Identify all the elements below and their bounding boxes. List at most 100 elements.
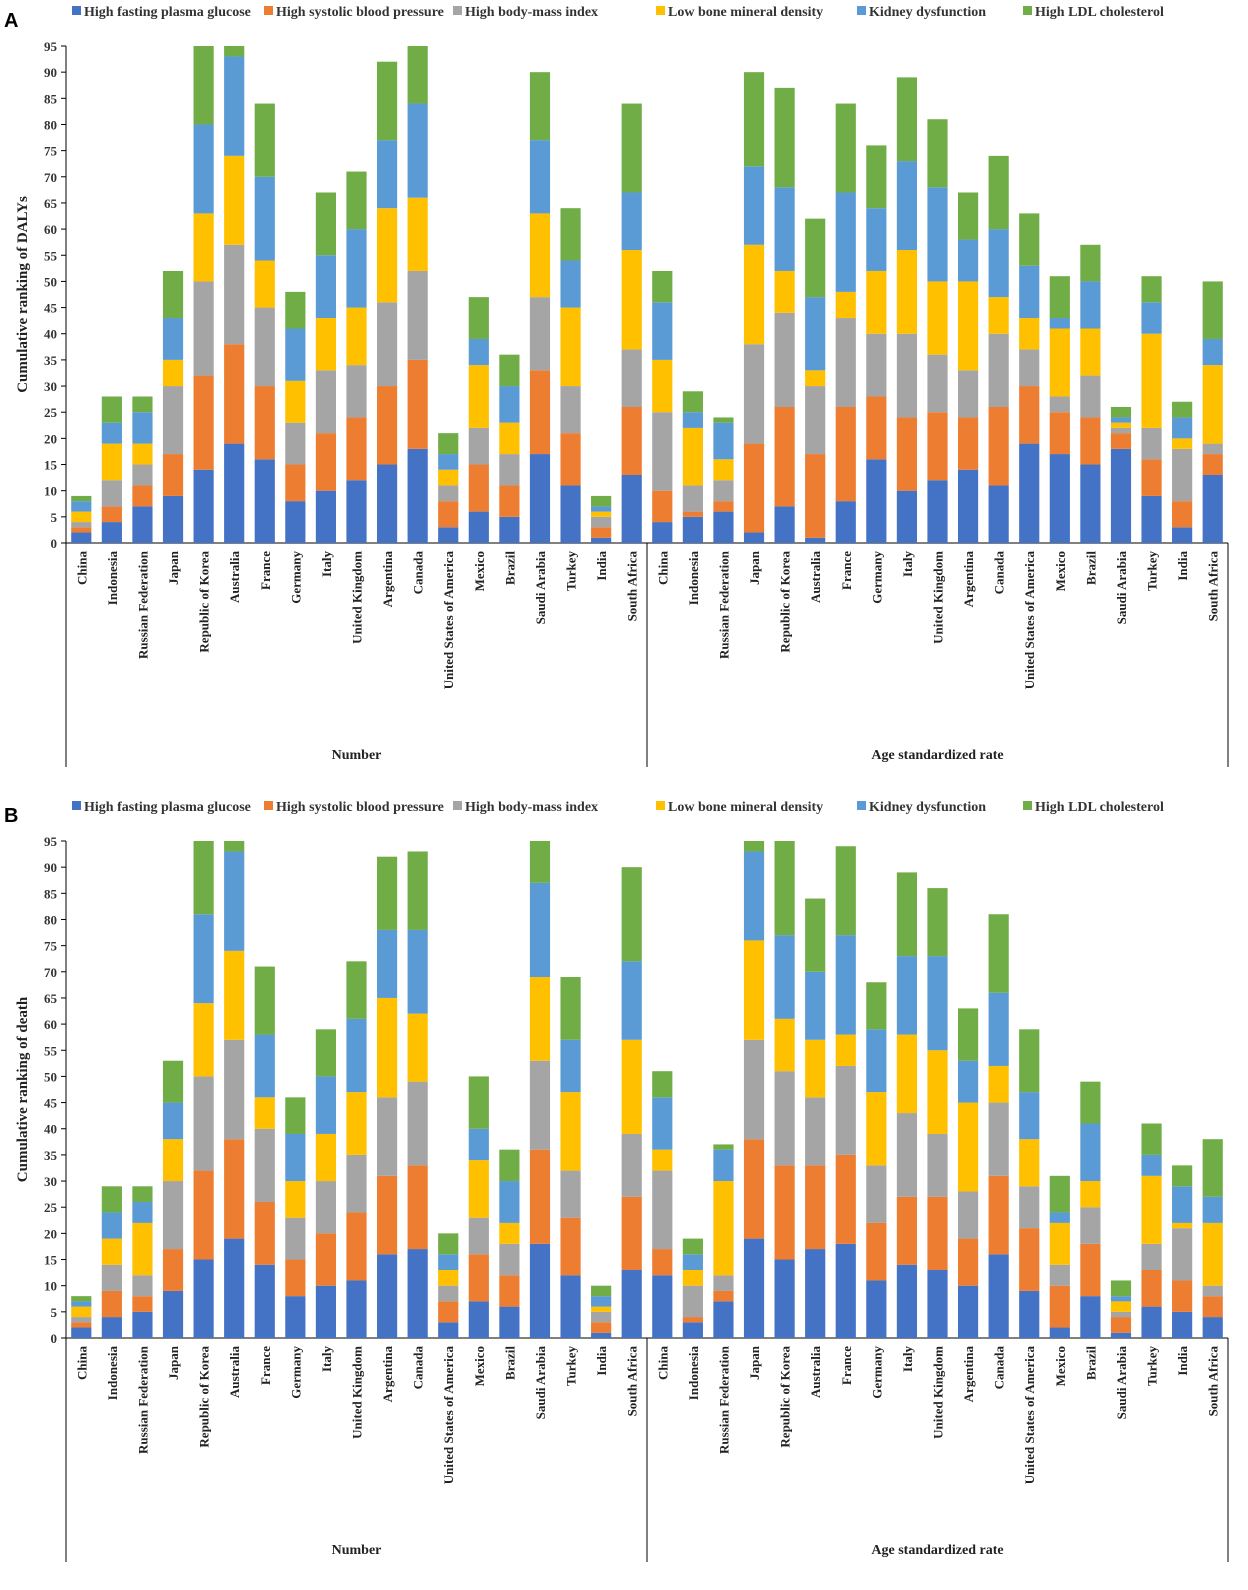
category-label: Brazil [1083,1346,1098,1380]
bar-segment [254,966,275,1035]
bar-segment [652,1097,673,1150]
category-label: Saudi Arabia [533,551,548,625]
category-label: India [594,1346,609,1376]
bar-segment [1080,1243,1101,1297]
bar-segment [835,1034,856,1066]
bar-segment [713,422,734,460]
bar-segment [499,386,520,423]
bar-segment [560,208,581,261]
bar-segment [1202,1296,1223,1318]
bar-segment [1110,422,1132,428]
y-tick-label: 15 [44,458,58,473]
bar-segment [835,846,856,936]
bar-segment [1110,448,1132,543]
bar-segment [499,454,520,486]
bar-segment [1019,1092,1040,1140]
bar-segment [743,166,765,245]
category-label: United States of America [1022,551,1037,690]
bar-segment [805,1039,826,1098]
y-tick-label: 90 [44,860,57,875]
bar-segment [560,977,581,1040]
bar-segment [71,532,92,543]
category-label: China [655,551,670,585]
bar-segment [529,454,551,543]
category-label: Italy [900,1346,915,1373]
category-label: Russian Federation [135,550,150,659]
bar-segment [957,469,979,543]
y-tick-label: 55 [44,1043,58,1058]
bar-segment [438,454,459,470]
bar-segment [162,1249,184,1291]
y-tick-label: 20 [44,1226,57,1241]
bar-segment [988,485,1009,543]
bar-segment [805,218,826,298]
bar-segment [346,307,367,366]
bar-segment [438,485,459,502]
bar-segment [285,1259,306,1297]
bar-segment [713,1301,734,1338]
bar-segment [529,841,551,883]
bar-segment [896,1113,918,1197]
bar-segment [743,1039,765,1140]
bar-segment [896,1196,918,1265]
y-tick-label: 80 [44,912,57,927]
bar-segment [438,1301,459,1323]
bar-segment [1110,406,1132,418]
category-label: Saudi Arabia [1114,1346,1129,1420]
bar-segment [713,1181,734,1276]
bar-segment [1202,1139,1223,1197]
category-label: Mexico [1053,1346,1068,1386]
bar-segment [1141,427,1162,460]
bar-segment [652,412,673,491]
bar-segment [621,1269,642,1338]
category-label: Indonesia [105,1346,120,1401]
bar-segment [407,46,428,104]
bar-segment [224,841,245,852]
y-tick-label: 35 [44,1148,58,1163]
category-label: Canada [992,551,1007,595]
bar-segment [346,1154,367,1213]
category-label: South Africa [1206,1346,1221,1417]
bar-segment [376,1254,398,1338]
bar-segment [866,396,887,460]
bar-segment [499,1306,520,1338]
legend-swatch [453,6,462,15]
bar-segment [682,1322,703,1338]
bar-segment [499,485,520,517]
category-label: Australia [227,1346,242,1399]
bar-segment [805,971,826,1040]
bar-segment [621,867,642,962]
bar-segment [468,511,489,543]
bar-segment [376,140,398,209]
bar-segment [162,270,184,319]
bar-segment [957,1191,979,1239]
group-label: Number [332,1543,382,1558]
bar-segment [1049,1175,1070,1213]
category-label: Republic of Korea [197,1346,212,1448]
y-tick-label: 60 [44,222,57,237]
bar-segment [988,333,1009,407]
y-tick-label: 70 [44,170,57,185]
category-label: South Africa [625,551,640,622]
bar-segment [621,474,642,543]
bar-segment [1172,527,1193,543]
bar-segment [805,1249,826,1338]
bar-segment [193,213,214,282]
bar-segment [560,485,581,543]
bar-segment [285,1181,306,1218]
bar-segment [315,1076,337,1134]
bar-segment [376,61,398,141]
bar-segment [560,1092,581,1171]
bar-segment [805,297,826,371]
bar-segment [132,1186,153,1202]
bar-segment [285,380,306,423]
bar-segment [743,244,765,345]
bar-segment [132,443,153,465]
category-label: Italy [319,1346,334,1373]
bar-segment [346,229,367,308]
bar-segment [560,386,581,434]
bar-segment [224,46,245,57]
bar-segment [468,427,489,465]
bar-segment [193,469,214,543]
bar-segment [1080,417,1101,465]
